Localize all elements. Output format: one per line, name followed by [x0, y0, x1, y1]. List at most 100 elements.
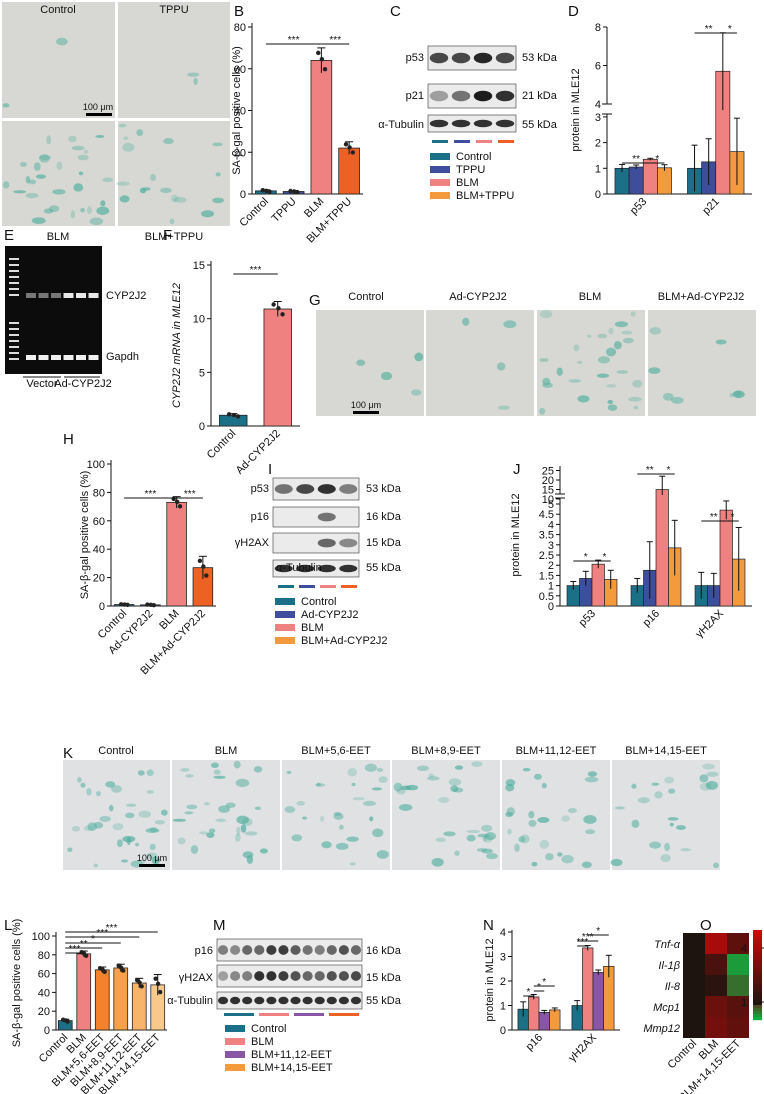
ladder-band [9, 288, 19, 290]
data-point [226, 412, 232, 417]
stained-cell [77, 776, 82, 783]
legend-label: BLM [301, 622, 324, 634]
stained-cell [139, 187, 147, 194]
stained-cell [19, 161, 27, 167]
stained-cell [416, 765, 430, 772]
significance-mark: * [667, 465, 671, 476]
colorbar-segment [753, 1011, 762, 1015]
stained-cell [628, 396, 642, 402]
stained-cell [116, 181, 130, 186]
significance-mark: *** [145, 489, 157, 500]
stained-cell [667, 817, 679, 821]
micrograph-K-4 [502, 760, 610, 870]
ladder-band [9, 328, 19, 330]
y-tick-label: 40 [234, 106, 246, 118]
bar [538, 1012, 550, 1031]
blot-band [302, 971, 313, 981]
blot-band [296, 484, 315, 494]
gel-background [5, 246, 102, 374]
stained-cell [454, 765, 464, 770]
heatmap-cell [705, 975, 727, 996]
stained-cell [505, 811, 513, 818]
stained-cell [378, 776, 388, 784]
blot-band [473, 52, 493, 64]
x-tick-label: BLM [302, 196, 326, 220]
blot-background [216, 938, 363, 962]
heatmap-cell [705, 954, 727, 975]
legend-label: BLM+TPPU [456, 190, 514, 202]
blot-band [339, 484, 358, 494]
stained-cell [596, 373, 610, 378]
blot-background [427, 114, 517, 133]
stained-cell [364, 763, 378, 772]
micrograph-K-3 [392, 760, 500, 870]
stained-cell [654, 791, 663, 799]
colorbar-segment [753, 969, 762, 973]
heatmap-cell [727, 1017, 749, 1038]
stained-cell [607, 399, 614, 405]
colorbar-segment [753, 948, 762, 952]
blot-band [254, 996, 265, 1005]
stained-cell [664, 776, 675, 784]
blot-band [339, 538, 358, 548]
micrograph-background [2, 2, 115, 118]
blot-band [451, 90, 471, 102]
data-point [120, 968, 126, 973]
heatmap-cell [727, 996, 749, 1017]
data-point [276, 306, 281, 311]
stained-cell [462, 317, 470, 326]
stained-cell [435, 837, 446, 843]
kda-label: 16 kDa [366, 511, 402, 523]
stained-cell [170, 194, 179, 203]
blot-background [216, 991, 363, 1010]
kda-label: 15 kDa [366, 537, 402, 549]
legend-swatch [225, 1025, 245, 1032]
stained-cell [705, 780, 719, 790]
y-axis-label: CYP2J2 mRNA in MLE12 [171, 283, 183, 408]
lane-marker [498, 140, 514, 143]
stained-cell [137, 770, 145, 776]
x-tick-label: Control [205, 428, 239, 462]
stained-cell [668, 788, 676, 794]
blot-band [274, 484, 293, 494]
blot-tubulin [427, 114, 517, 133]
data-point [271, 302, 276, 307]
gel-band [51, 293, 61, 298]
legend-label: BLM [456, 177, 479, 189]
image-label: BLM [47, 231, 70, 243]
blot-band [473, 90, 493, 102]
heatmap-cell [683, 954, 705, 975]
y-tick-label: 4 [548, 519, 554, 531]
stained-cell [539, 839, 550, 849]
gel-band [76, 293, 86, 298]
blot-band [302, 996, 313, 1005]
y-axis-label: protein in MLE12 [510, 493, 522, 576]
stained-cell [151, 856, 161, 865]
micrograph-background [118, 121, 230, 226]
stained-cell [145, 828, 160, 834]
data-point [204, 573, 209, 578]
colorbar-segment [753, 1014, 762, 1018]
y-axis-label: SA-β-gal positive cells (%) [79, 471, 91, 600]
x-tick-label: γH2AX [566, 1031, 599, 1064]
stained-cell [38, 155, 52, 161]
blot-band [429, 90, 449, 102]
micrograph-background [426, 310, 534, 416]
stained-cell [632, 379, 643, 388]
stained-cell [702, 763, 715, 770]
stained-cell [105, 781, 116, 788]
legend-label: Control [301, 596, 336, 608]
stained-cell [586, 334, 592, 338]
y-axis-label: SA-β-gal positive cells (%) [11, 919, 23, 1048]
heatmap-cell [727, 954, 749, 975]
stained-cell [78, 171, 84, 176]
blot-p53 [272, 477, 360, 501]
x-tick-label: p53 [628, 196, 649, 217]
panel-letter: H [63, 431, 74, 448]
significance-mark: *** [69, 944, 81, 955]
stained-cell [675, 825, 686, 830]
band-label: α-Tubulin [378, 119, 424, 131]
blot-band [495, 119, 515, 128]
bar [166, 501, 187, 607]
